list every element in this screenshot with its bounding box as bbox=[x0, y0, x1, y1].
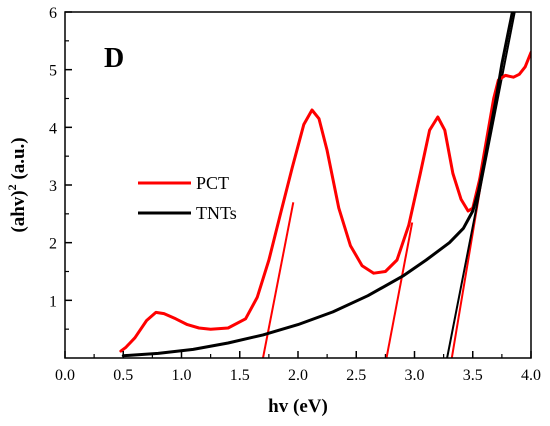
x-tick-label: 2.5 bbox=[346, 367, 366, 384]
series-line-pct bbox=[119, 50, 531, 353]
x-tick-label: 2.0 bbox=[288, 367, 308, 384]
legend-label-tnts: TNTs bbox=[196, 203, 237, 223]
y-tick-label: 1 bbox=[49, 293, 57, 310]
x-tick-label: 3.5 bbox=[463, 367, 483, 384]
y-tick-label: 2 bbox=[49, 236, 57, 253]
series-line-tnts bbox=[121, 12, 514, 358]
y-tick-label: 6 bbox=[49, 5, 57, 22]
x-tick-label: 3.0 bbox=[405, 367, 425, 384]
axis-tick-labels: 0.0 0.5 1.0 1.5 2.0 2.5 3.0 3.5 4.0 1 2 3 4 5 6 bbox=[49, 5, 541, 384]
y-axis-title-sup: 2 bbox=[5, 184, 19, 190]
tangent-line-1 bbox=[385, 222, 414, 358]
y-axis-title: (ahv)2 (a.u.) bbox=[5, 137, 29, 232]
y-axis-title-unit: (a.u.) bbox=[8, 137, 29, 184]
legend: PCT TNTs bbox=[138, 173, 237, 223]
x-tick-label: 1.0 bbox=[172, 367, 192, 384]
y-tick-label: 5 bbox=[49, 63, 57, 80]
x-axis-title: hv (eV) bbox=[268, 396, 328, 417]
y-tick-label: 4 bbox=[49, 120, 57, 137]
y-tick-label: 3 bbox=[49, 178, 57, 195]
legend-label-pct: PCT bbox=[196, 173, 229, 193]
x-tick-label: 0.5 bbox=[113, 367, 133, 384]
plot-curves bbox=[119, 12, 531, 358]
x-tick-label: 1.5 bbox=[230, 367, 250, 384]
y-axis-title-main: (ahv) bbox=[8, 190, 29, 232]
x-tick-label: 4.0 bbox=[521, 367, 541, 384]
panel-label: D bbox=[104, 43, 124, 74]
axis-ticks bbox=[64, 11, 532, 358]
x-tick-label: 0.0 bbox=[55, 367, 75, 384]
